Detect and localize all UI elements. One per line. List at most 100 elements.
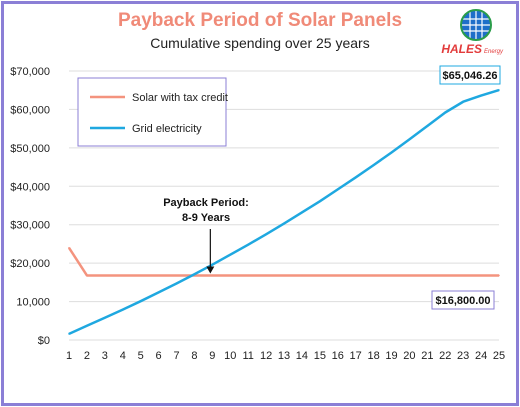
data-point xyxy=(426,274,429,277)
data-point xyxy=(301,274,303,277)
data-point xyxy=(265,233,267,236)
grid-end-callout: $65,046.26 xyxy=(439,65,501,85)
data-point xyxy=(68,246,70,249)
x-tick-label: 21 xyxy=(421,350,433,362)
data-point xyxy=(372,164,375,166)
x-tick-label: 17 xyxy=(350,350,362,362)
x-tick-label: 14 xyxy=(296,350,308,362)
x-tick-label: 12 xyxy=(260,350,272,362)
data-point xyxy=(247,274,249,277)
y-axis-labels: $0 10,000 $20,000 $30,000 $40,000 $50,000 $60,… xyxy=(10,66,50,347)
x-tick-label: 25 xyxy=(493,350,505,362)
y-tick-label: $60,000 xyxy=(10,104,50,116)
data-point xyxy=(354,274,357,277)
data-point xyxy=(68,333,70,335)
x-tick-label: 18 xyxy=(367,350,379,362)
hales-logo: HALES Energy xyxy=(441,9,504,56)
x-tick-label: 16 xyxy=(332,350,344,362)
data-point xyxy=(462,274,464,277)
data-point xyxy=(319,274,321,277)
grid-lines xyxy=(69,70,499,341)
data-point xyxy=(408,274,411,277)
x-tick-label: 15 xyxy=(314,350,326,362)
data-point xyxy=(498,274,500,277)
y-tick-label: 10,000 xyxy=(16,297,50,309)
data-point xyxy=(193,273,196,276)
payback-label-line1: Payback Period: xyxy=(163,197,249,209)
x-tick-label: 8 xyxy=(191,350,197,362)
solar-end-callout: $16,800.00 xyxy=(431,290,495,310)
data-point xyxy=(372,274,375,277)
solar-panel-globe-icon xyxy=(460,9,492,41)
x-tick-label: 10 xyxy=(224,350,236,362)
y-tick-label: $20,000 xyxy=(10,258,50,270)
data-point xyxy=(86,324,88,327)
payback-annotation: Payback Period: 8-9 Years xyxy=(163,197,249,274)
data-point xyxy=(319,200,321,203)
data-point xyxy=(336,274,339,277)
arrow-head xyxy=(206,266,215,274)
legend-label-solar: Solar with tax credit xyxy=(132,92,228,104)
data-point xyxy=(211,274,214,277)
data-point xyxy=(390,151,393,154)
x-tick-label: 5 xyxy=(138,350,144,362)
data-point xyxy=(480,274,482,277)
data-point xyxy=(86,274,88,277)
data-point xyxy=(175,274,178,277)
x-tick-label: 7 xyxy=(173,350,179,362)
data-point xyxy=(229,253,232,256)
data-point xyxy=(265,274,267,277)
x-tick-label: 4 xyxy=(120,350,126,362)
data-point xyxy=(390,274,393,277)
solar-end-value: $16,800.00 xyxy=(435,295,490,307)
data-point xyxy=(175,282,178,285)
x-tick-label: 6 xyxy=(156,350,162,362)
legend-label-grid: Grid electricity xyxy=(132,123,202,135)
data-point xyxy=(139,274,142,277)
y-tick-label: $50,000 xyxy=(10,143,50,155)
data-point xyxy=(336,188,339,191)
x-tick-label: 22 xyxy=(439,350,451,362)
data-point xyxy=(157,274,160,277)
y-tick-label: $70,000 xyxy=(10,66,50,78)
y-tick-label: $0 xyxy=(38,335,50,347)
data-point xyxy=(462,100,464,103)
data-point xyxy=(498,89,500,91)
x-tick-label: 2 xyxy=(84,350,90,362)
chart-title: Payback Period of Solar Panels xyxy=(118,10,402,31)
data-point xyxy=(104,274,106,277)
logo-name: HALES xyxy=(441,42,482,56)
y-tick-label: $30,000 xyxy=(10,220,50,232)
data-point xyxy=(444,111,447,114)
data-point xyxy=(211,263,214,266)
x-tick-label: 19 xyxy=(385,350,397,362)
x-tick-label: 13 xyxy=(278,350,290,362)
data-point xyxy=(104,316,106,319)
data-point xyxy=(121,274,124,277)
data-point xyxy=(426,125,429,127)
series-line-solar xyxy=(67,247,499,277)
x-tick-label: 3 xyxy=(102,350,108,362)
solar-end-callout-box xyxy=(431,290,495,310)
payback-label-line2: 8-9 Years xyxy=(182,212,230,224)
x-tick-label: 11 xyxy=(242,350,253,362)
data-point xyxy=(283,222,285,225)
grid-end-callout-box xyxy=(439,65,501,85)
x-tick-label: 20 xyxy=(403,350,415,362)
data-point xyxy=(444,274,447,277)
data-point xyxy=(408,138,411,141)
payback-arrow xyxy=(206,229,215,274)
data-point xyxy=(121,308,124,311)
data-point xyxy=(157,291,160,294)
legend: Solar with tax credit Grid electricity xyxy=(77,77,228,147)
series-layer xyxy=(67,88,500,335)
x-tick-label: 24 xyxy=(475,350,487,362)
x-tick-label: 1 xyxy=(66,350,72,362)
data-point xyxy=(301,211,303,214)
logo-suffix: Energy xyxy=(484,49,504,55)
data-point xyxy=(283,274,285,277)
data-point xyxy=(139,300,142,302)
x-axis-labels: 1 2 3 4 5 6 7 8 9 10 11 12 13 14 15 16 17 18 19 20 21 22 23 24 2… xyxy=(66,350,505,362)
data-point xyxy=(247,243,249,246)
